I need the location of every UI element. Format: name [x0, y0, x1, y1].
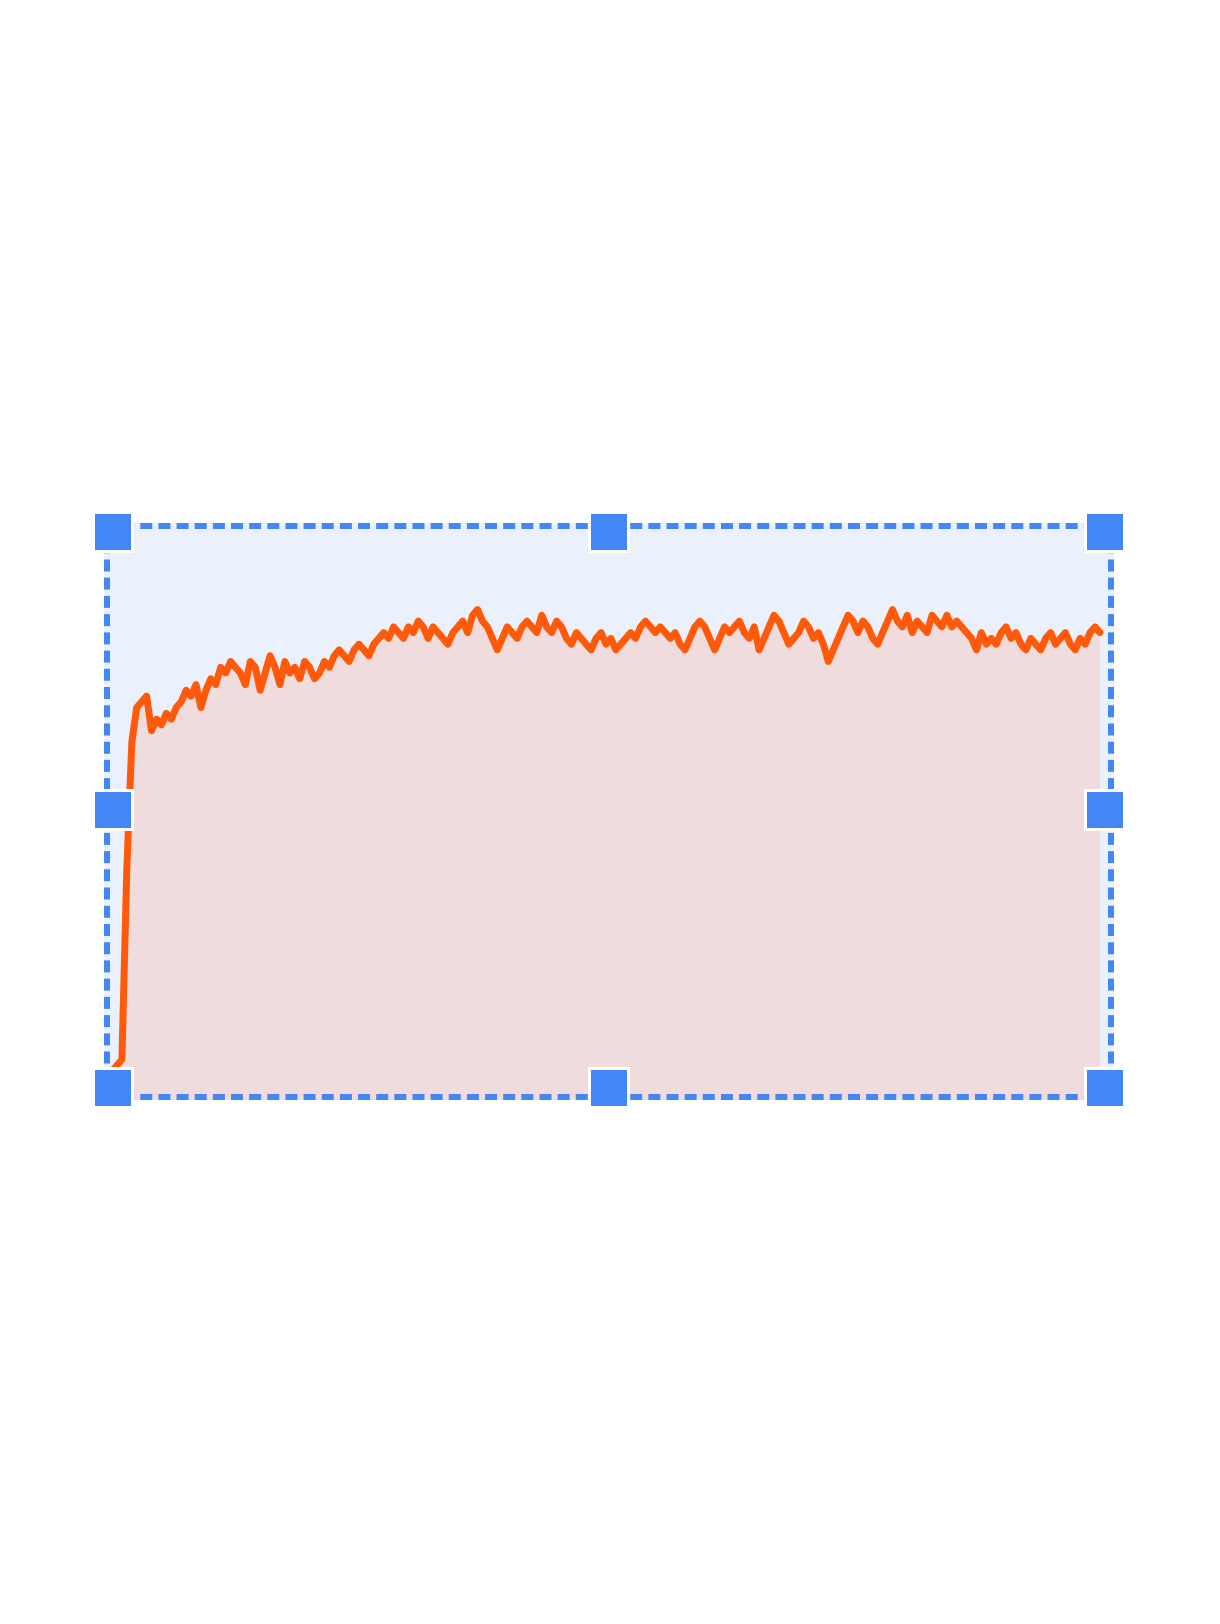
resize-handle-middle-right[interactable] [1084, 789, 1126, 831]
area-chart-svg [104, 523, 1114, 1100]
resize-handle-bottom-center[interactable] [588, 1067, 630, 1109]
series-area-fill [112, 609, 1100, 1100]
resize-handle-bottom-left[interactable] [92, 1067, 134, 1109]
resize-handle-bottom-right[interactable] [1084, 1067, 1126, 1109]
area-chart[interactable] [104, 523, 1114, 1100]
series-line [108, 606, 1104, 1075]
resize-handle-top-center[interactable] [588, 511, 630, 553]
resize-handle-top-right[interactable] [1084, 511, 1126, 553]
resize-handle-top-left[interactable] [92, 511, 134, 553]
resize-handle-middle-left[interactable] [92, 789, 134, 831]
